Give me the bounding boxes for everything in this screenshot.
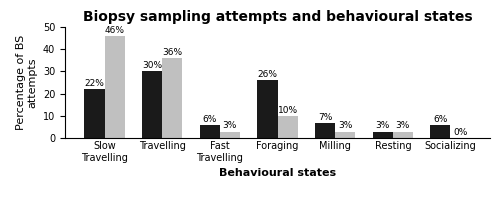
Text: 3%: 3% bbox=[222, 122, 237, 130]
Bar bbox=[430, 125, 450, 138]
Bar bbox=[372, 132, 393, 138]
Bar bbox=[84, 89, 104, 138]
Bar bbox=[258, 80, 278, 138]
Text: 0%: 0% bbox=[454, 128, 468, 137]
X-axis label: Behavioural states: Behavioural states bbox=[219, 168, 336, 178]
Text: 26%: 26% bbox=[258, 70, 278, 79]
Text: 10%: 10% bbox=[278, 106, 297, 115]
Bar bbox=[104, 36, 124, 138]
Y-axis label: Percentage of BS
attempts: Percentage of BS attempts bbox=[16, 35, 38, 130]
Text: 3%: 3% bbox=[396, 122, 410, 130]
Text: 6%: 6% bbox=[202, 115, 217, 124]
Bar bbox=[220, 132, 240, 138]
Text: 6%: 6% bbox=[433, 115, 448, 124]
Bar bbox=[315, 123, 335, 138]
Text: 7%: 7% bbox=[318, 113, 332, 122]
Text: 46%: 46% bbox=[104, 26, 124, 35]
Bar bbox=[393, 132, 413, 138]
Text: 3%: 3% bbox=[338, 122, 352, 130]
Text: 3%: 3% bbox=[376, 122, 390, 130]
Bar bbox=[278, 116, 297, 138]
Text: 22%: 22% bbox=[84, 79, 104, 88]
Bar bbox=[162, 58, 182, 138]
Title: Biopsy sampling attempts and behavioural states: Biopsy sampling attempts and behavioural… bbox=[82, 10, 472, 24]
Text: 30%: 30% bbox=[142, 61, 162, 70]
Bar bbox=[335, 132, 355, 138]
Bar bbox=[142, 71, 162, 138]
Text: 36%: 36% bbox=[162, 48, 182, 57]
Bar bbox=[200, 125, 220, 138]
